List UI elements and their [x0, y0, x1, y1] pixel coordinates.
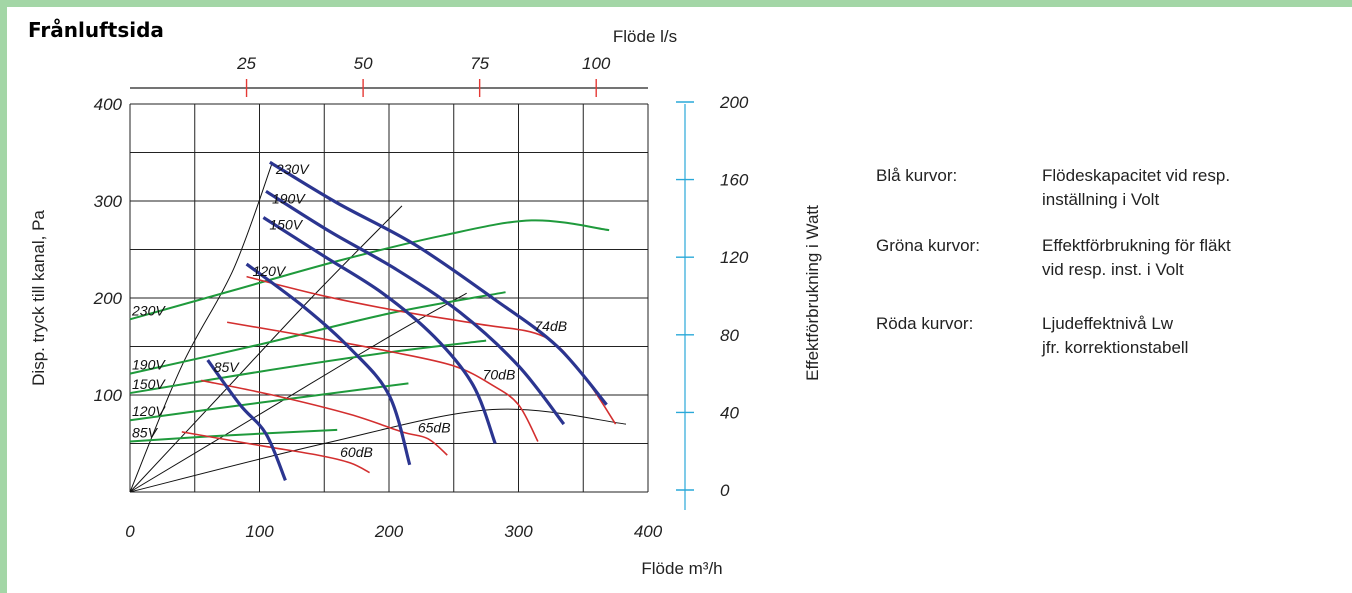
- power-curve-label: 85V: [132, 425, 159, 441]
- pressure-curve-label: 230V: [275, 161, 310, 177]
- power-curve-label: 190V: [132, 357, 166, 373]
- y-axis-title: Disp. tryck till kanal, Pa: [29, 210, 48, 386]
- x-axis-tick-label: 200: [374, 522, 404, 541]
- top-axis-tick-label: 75: [470, 54, 489, 73]
- sound-curve: [226, 321, 539, 442]
- reference-line: [129, 205, 403, 493]
- legend-key: Blå kurvor:: [876, 166, 958, 185]
- y-axis-tick-label: 200: [93, 289, 123, 308]
- right-axis-tick-label: 200: [719, 93, 749, 112]
- legend-line: Flödeskapacitet vid resp.: [1042, 166, 1231, 185]
- power-curve: [129, 339, 487, 395]
- legend-line: Effektförbrukning för fläkt: [1042, 236, 1231, 255]
- reference-line: [129, 408, 627, 493]
- sound-curve-label: 60dB: [340, 444, 373, 460]
- x-axis-tick-label: 0: [125, 522, 135, 541]
- frame-top-border: [0, 0, 1352, 7]
- pressure-curve: [206, 359, 287, 481]
- legend-line: vid resp. inst. i Volt: [1042, 260, 1184, 279]
- power-curve-label: 120V: [132, 403, 166, 419]
- reference-lines: [129, 162, 627, 493]
- right-axis-tick-label: 40: [720, 403, 739, 422]
- pressure-curve-label: 150V: [269, 216, 303, 232]
- legend-line: inställning i Volt: [1042, 190, 1160, 209]
- y-axis-tick-label: 400: [94, 95, 123, 114]
- x-axis-tick-label: 400: [634, 522, 663, 541]
- sound-curve-label: 74dB: [534, 318, 567, 334]
- top-axis-tick-label: 100: [582, 54, 611, 73]
- reference-line: [129, 292, 467, 493]
- y-axis-tick-label: 300: [94, 192, 123, 211]
- right-axis-tick-label: 160: [720, 171, 749, 190]
- pressure-curve: [269, 160, 608, 406]
- frame-left-border: [0, 0, 7, 593]
- power-curve-label: 230V: [131, 302, 166, 318]
- power-curve: [129, 291, 506, 375]
- x-axis-title: Flöde m³/h: [641, 559, 722, 578]
- pressure-curve-label: 85V: [214, 359, 241, 375]
- power-curve: [129, 428, 338, 443]
- x-axis-tick-label: 300: [504, 522, 533, 541]
- y-axis-tick-label: 100: [94, 386, 123, 405]
- pressure-curve-label: 190V: [272, 190, 306, 206]
- pressure-curve-label: 120V: [253, 263, 287, 279]
- chart-curves: [129, 160, 617, 481]
- legend-key: Röda kurvor:: [876, 314, 974, 333]
- legend-desc: Flödeskapacitet vid resp. inställning i …: [1042, 164, 1342, 212]
- top-axis-title: Flöde l/s: [613, 27, 677, 46]
- pressure-curve: [245, 262, 412, 466]
- right-axis-tick-label: 80: [720, 326, 739, 345]
- right-axis-tick-label: 120: [720, 248, 749, 267]
- legend-key: Gröna kurvor:: [876, 236, 980, 255]
- sound-curve: [181, 431, 370, 474]
- legend-desc: Ljudeffektnivå Lw jfr. korrektionstabell: [1042, 312, 1342, 360]
- sound-curve: [201, 379, 448, 456]
- power-curve: [129, 382, 409, 422]
- power-curve: [129, 219, 610, 321]
- chart-ticks: [130, 79, 694, 510]
- legend-desc: Effektförbrukning för fläkt vid resp. in…: [1042, 234, 1342, 282]
- reference-line: [129, 162, 273, 493]
- sound-curve-label: 65dB: [418, 420, 451, 436]
- legend-line: Ljudeffektnivå Lw: [1042, 314, 1174, 333]
- power-curve-label: 150V: [132, 376, 166, 392]
- pressure-curve: [265, 189, 566, 426]
- x-axis-tick-label: 100: [245, 522, 274, 541]
- page-title: Frånluftsida: [28, 18, 164, 42]
- right-axis-title: Effektförbrukning i Watt: [803, 205, 822, 381]
- sound-curve-label: 70dB: [483, 366, 516, 382]
- top-axis-tick-label: 25: [236, 54, 256, 73]
- top-axis-tick-label: 50: [354, 54, 373, 73]
- legend-line: jfr. korrektionstabell: [1042, 338, 1189, 357]
- pressure-curve: [262, 216, 497, 445]
- right-axis-tick-label: 0: [720, 481, 730, 500]
